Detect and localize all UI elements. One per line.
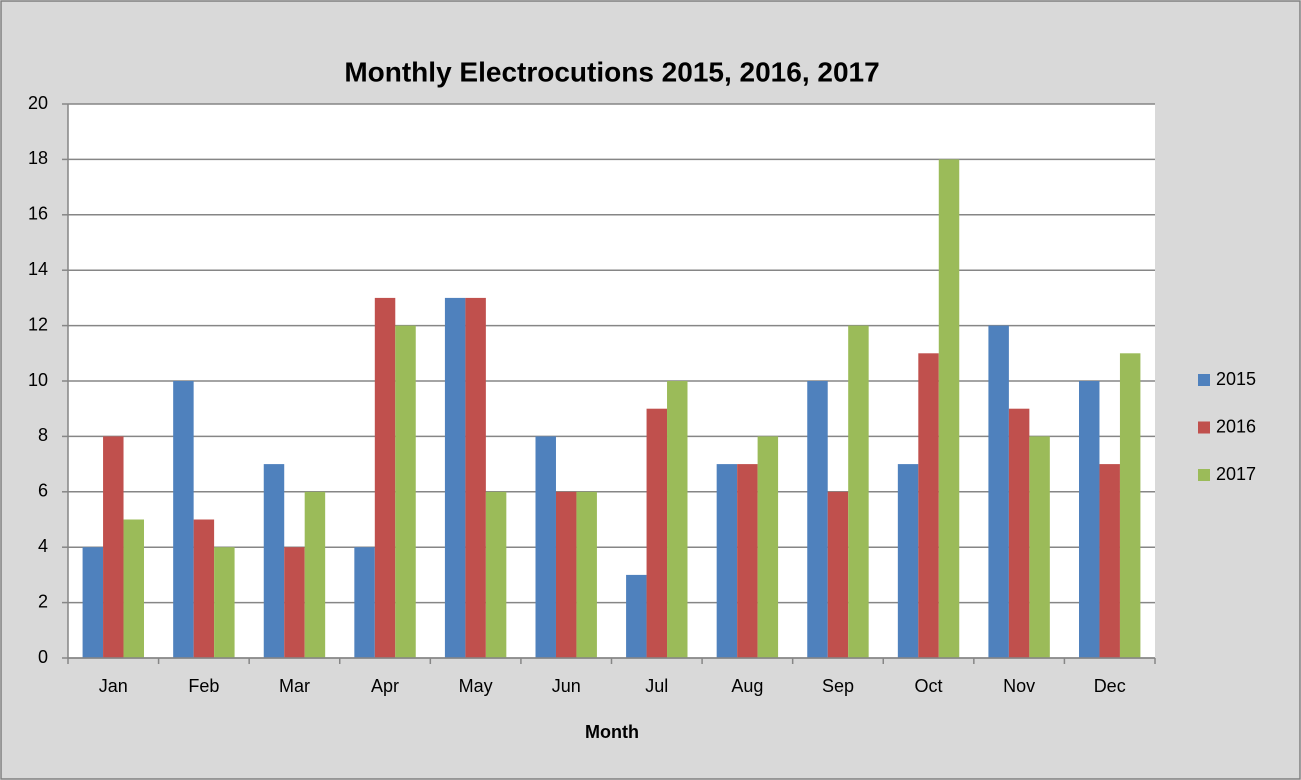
bar: [646, 408, 668, 658]
bar: [626, 574, 647, 658]
y-tick-label: 6: [38, 481, 48, 501]
x-tick-label: Sep: [822, 676, 854, 696]
bar: [807, 381, 828, 658]
bar: [193, 519, 215, 658]
bar: [1079, 381, 1100, 658]
bar: [304, 491, 326, 658]
bar: [737, 464, 758, 658]
bar: [465, 297, 486, 658]
x-tick-label: Nov: [1003, 676, 1035, 696]
bar: [555, 491, 577, 658]
bar: [1008, 408, 1030, 658]
legend-label: 2016: [1216, 416, 1256, 436]
bar: [757, 436, 779, 658]
x-tick-label: Jul: [645, 676, 668, 696]
bar: [938, 159, 960, 658]
legend-swatch: [1198, 374, 1210, 386]
bar: [827, 491, 849, 658]
bar: [103, 436, 124, 658]
y-tick-label: 18: [28, 148, 48, 168]
bar: [485, 491, 507, 658]
x-tick-label: Jan: [99, 676, 128, 696]
bar: [897, 464, 919, 658]
x-axis-title: Month: [585, 722, 639, 742]
bar: [535, 436, 556, 658]
x-tick-label: Jun: [552, 676, 581, 696]
bar: [82, 547, 104, 658]
bar: [576, 491, 597, 658]
y-tick-label: 12: [28, 314, 48, 334]
legend-swatch: [1198, 469, 1210, 481]
bar: [988, 325, 1009, 658]
y-tick-label: 2: [38, 591, 48, 611]
bar: [214, 547, 235, 658]
x-tick-label: May: [459, 676, 493, 696]
y-tick-label: 10: [28, 370, 48, 390]
bar: [716, 464, 738, 658]
legend-label: 2017: [1216, 464, 1256, 484]
bar: [848, 325, 869, 658]
bar: [395, 325, 416, 658]
bar: [173, 381, 194, 658]
y-tick-label: 0: [38, 647, 48, 667]
legend-swatch: [1198, 421, 1210, 434]
bar: [354, 547, 375, 658]
x-tick-label: Oct: [915, 676, 943, 696]
bar: [918, 353, 939, 658]
x-tick-label: Apr: [371, 676, 399, 696]
bar: [1029, 436, 1050, 658]
y-tick-label: 14: [28, 259, 48, 279]
bar: [444, 297, 466, 658]
x-tick-label: Aug: [731, 676, 763, 696]
y-tick-label: 8: [38, 425, 48, 445]
bar: [123, 519, 144, 658]
bar: [667, 381, 688, 658]
y-tick-label: 20: [28, 93, 48, 113]
bar: [284, 547, 305, 658]
legend-label: 2015: [1216, 369, 1256, 389]
x-tick-label: Dec: [1094, 676, 1126, 696]
bar: [374, 297, 396, 658]
bar: [1099, 464, 1120, 658]
x-tick-label: Feb: [188, 676, 219, 696]
x-tick-label: Mar: [279, 676, 310, 696]
y-tick-label: 4: [38, 536, 48, 556]
bar: [1119, 353, 1141, 658]
y-tick-label: 16: [28, 204, 48, 224]
bar: [263, 464, 285, 658]
chart-title: Monthly Electrocutions 2015, 2016, 2017: [344, 56, 879, 87]
